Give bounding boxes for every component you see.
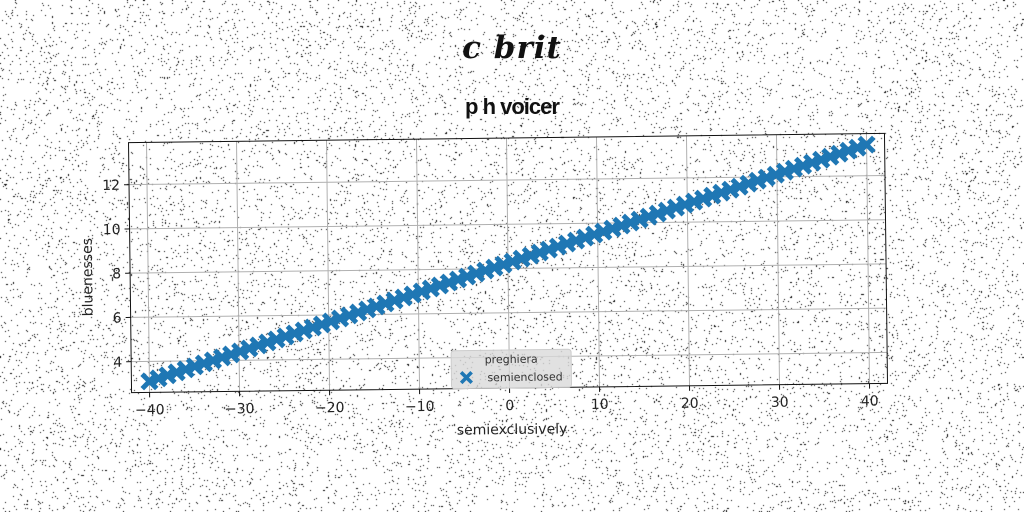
- legend-box: [450, 348, 572, 390]
- grid-line-y: [129, 219, 886, 230]
- y-tick-label: 12: [102, 178, 120, 194]
- x-tick-label: 0: [505, 398, 514, 414]
- grid-line-x: [685, 135, 691, 386]
- series-semienclosed: [140, 135, 876, 391]
- y-tick-label: 6: [113, 311, 122, 327]
- grid-line-x: [415, 139, 421, 390]
- x-tick-label: 10: [591, 397, 609, 413]
- x-tick-label: 20: [681, 396, 699, 412]
- x-tick-label: 30: [771, 395, 789, 411]
- chart-title: p h voicer: [465, 94, 560, 119]
- legend-marker-icon: [459, 370, 474, 385]
- legend-title: preghiera: [485, 353, 538, 367]
- x-tick-label: −20: [315, 400, 345, 416]
- grid-line-x: [146, 142, 151, 393]
- grid-line-x: [865, 133, 871, 384]
- y-tick-label: 10: [103, 222, 121, 238]
- y-tick-label: 4: [113, 355, 122, 371]
- figure-suptitle: c brit: [462, 30, 562, 66]
- x-axis-label: semiexclusively: [457, 421, 568, 438]
- legend-entry-label: semienclosed: [487, 370, 562, 384]
- x-tick-label: 40: [861, 394, 879, 410]
- y-axis: 4 6 8 10 12: [102, 178, 132, 371]
- y-tick-label: 8: [112, 266, 121, 282]
- grid-line-y: [130, 307, 887, 318]
- data-point: [857, 135, 876, 154]
- legend: preghiera semienclosed: [450, 348, 572, 390]
- legend-marker-x: [459, 370, 474, 385]
- grid-line-x: [325, 140, 331, 391]
- x-tick-label: −30: [225, 401, 255, 417]
- grid-line-x: [595, 136, 601, 387]
- x-tick-label: −10: [405, 399, 435, 415]
- x-tick-label: −40: [135, 402, 165, 418]
- x-axis: −40 −30 −20 −10 0 10 20 30 40: [135, 383, 879, 419]
- y-axis-label: bluenesses: [80, 238, 97, 316]
